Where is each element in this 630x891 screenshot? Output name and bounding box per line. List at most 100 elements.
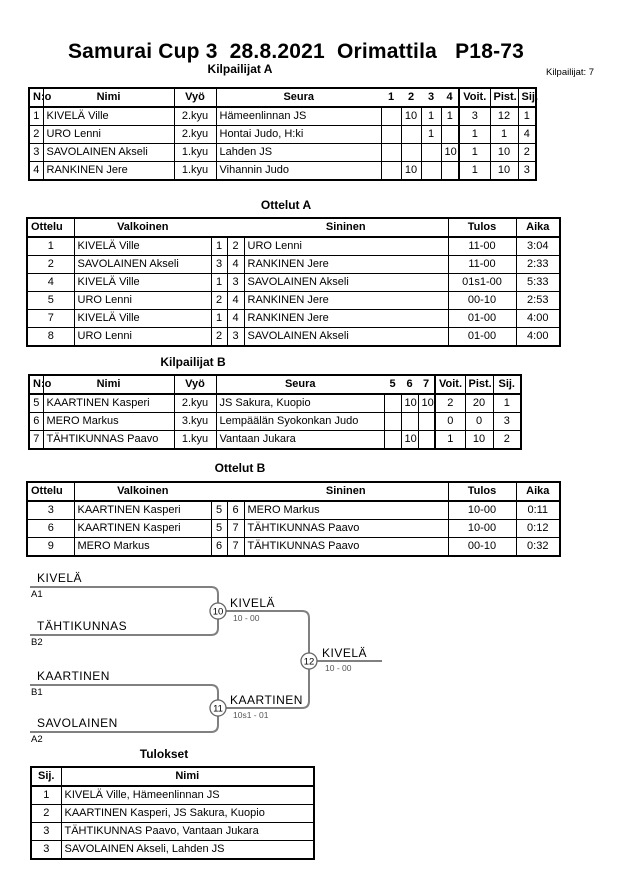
- bracket-entry-name: KIVELÄ: [37, 571, 82, 585]
- cell-voit: 1: [458, 161, 491, 181]
- table-row: 8 URO Lenni 2 3 SAVOLAINEN Akseli 01-00 …: [26, 327, 561, 347]
- bracket-score: 10 - 00: [233, 613, 260, 623]
- cell-tulos: 11-00: [447, 236, 517, 256]
- cell-no: 4: [28, 161, 44, 181]
- cell-blue-no: 4: [226, 291, 245, 310]
- cell-sij: 3: [30, 840, 62, 860]
- cell-white-no: 6: [210, 537, 228, 557]
- cell-m2: [400, 125, 422, 144]
- table-row: 1 KIVELÄ Ville 1 2 URO Lenni 11-00 3:04: [26, 236, 561, 256]
- cell-m5: [383, 393, 402, 413]
- table-row: 2 SAVOLAINEN Akseli 3 4 RANKINEN Jere 11…: [26, 255, 561, 274]
- cell-white: KIVELÄ Ville: [73, 236, 212, 256]
- header-row: N:o Nimi Vyö Seura 1 2 3 4 Voit. Pist. S…: [28, 87, 538, 108]
- cell-blue: RANKINEN Jere: [243, 255, 449, 274]
- col-header-blue-no: [227, 217, 244, 238]
- bracket-winner-name: KIVELÄ: [322, 646, 367, 660]
- cell-white: KAARTINEN Kasperi: [73, 519, 212, 538]
- cell-nimi: SAVOLAINEN Akseli, Lahden JS: [60, 840, 315, 860]
- cell-aika: 0:12: [515, 519, 561, 538]
- cell-white: MERO Markus: [73, 537, 212, 557]
- cell-pist: 12: [489, 106, 519, 126]
- cell-tulos: 00-10: [447, 291, 517, 310]
- col-header-sininen: Sininen: [244, 481, 449, 502]
- table-row: 9 MERO Markus 6 7 TÄHTIKUNNAS Paavo 00-1…: [26, 537, 561, 557]
- cell-white: KIVELÄ Ville: [73, 273, 212, 292]
- table-row: 5 URO Lenni 2 4 RANKINEN Jere 00-10 2:53: [26, 291, 561, 310]
- tulokset-table: Sij. Nimi 1 KIVELÄ Ville, Hämeenlinnan J…: [30, 766, 315, 860]
- col-header-nimi: Nimi: [60, 766, 315, 787]
- cell-nimi: KAARTINEN Kasperi: [42, 393, 175, 413]
- cell-white-no: 1: [210, 309, 228, 328]
- col-header-blue-no: [227, 481, 244, 502]
- match-circle-semi2: [209, 699, 227, 717]
- cell-m1: [380, 125, 402, 144]
- bracket-winner-name: KIVELÄ: [230, 596, 275, 610]
- cell-white-no: 1: [210, 273, 228, 292]
- cell-sij: 2: [30, 804, 62, 823]
- cell-m6: [400, 412, 419, 431]
- cell-sij: 3: [30, 822, 62, 841]
- cell-match-no: 6: [26, 519, 75, 538]
- cell-tulos: 01-00: [447, 327, 517, 347]
- col-header-m3: 3: [421, 87, 441, 108]
- cell-m4: 1: [440, 106, 460, 126]
- bracket-entry-name: TÄHTIKUNNAS: [37, 619, 127, 633]
- ottelut-a-table: Ottelu Valkoinen Sininen Tulos Aika 1 KI…: [26, 217, 561, 347]
- col-header-vyo: Vyö: [173, 374, 217, 395]
- table-row: 3 SAVOLAINEN Akseli 1.kyu Lahden JS 10 1…: [28, 143, 537, 162]
- bracket-semi1-winner-line: [226, 610, 310, 653]
- bracket-entry-seed: B2: [31, 637, 43, 648]
- table-row: 2 KAARTINEN Kasperi, JS Sakura, Kuopio: [30, 804, 315, 823]
- page-title: Samurai Cup 3 28.8.2021 Orimattila P18-7…: [67, 40, 525, 63]
- cell-m1: [380, 143, 402, 162]
- cell-m7: [417, 412, 436, 431]
- cell-voit: 2: [434, 393, 466, 413]
- match-circle-final: [300, 652, 318, 670]
- cell-seura: Vihannin Judo: [215, 161, 382, 181]
- section-title-ottelut-b: Ottelut B: [214, 461, 266, 475]
- cell-white: KIVELÄ Ville: [73, 309, 212, 328]
- cell-blue: SAVOLAINEN Akseli: [243, 273, 449, 292]
- match-number: 10: [213, 607, 224, 618]
- col-header-pist: Pist.: [464, 374, 494, 395]
- table-row: 6 MERO Markus 3.kyu Lempäälän Syokonkan …: [28, 412, 522, 431]
- cell-nimi: SAVOLAINEN Akseli: [42, 143, 175, 162]
- cell-sij: 3: [492, 412, 522, 431]
- header-row: Sij. Nimi: [30, 766, 315, 787]
- section-title-ottelut-a: Ottelut A: [260, 198, 312, 212]
- col-header-aika: Aika: [515, 217, 561, 238]
- bracket-score: 10s1 - 01: [233, 710, 269, 720]
- col-header-valkoinen: Valkoinen: [73, 217, 211, 238]
- cell-blue: MERO Markus: [243, 500, 449, 520]
- cell-pist: 10: [489, 143, 519, 162]
- cell-sij: 4: [517, 125, 537, 144]
- col-header-tulos: Tulos: [447, 481, 517, 502]
- cell-m4: 10: [440, 143, 460, 162]
- col-header-ottelu: Ottelu: [26, 481, 75, 502]
- cell-match-no: 9: [26, 537, 75, 557]
- match-circle-semi1: [209, 602, 227, 620]
- cell-white-no: 2: [210, 327, 228, 347]
- cell-pist: 1: [489, 125, 519, 144]
- cell-sij: 2: [492, 430, 522, 450]
- table-row: 1 KIVELÄ Ville 2.kyu Hämeenlinnan JS 10 …: [28, 106, 537, 126]
- cell-no: 6: [28, 412, 44, 431]
- col-header-voit: Voit.: [434, 374, 466, 395]
- cell-m4: [440, 161, 460, 181]
- cell-white-no: 5: [210, 519, 228, 538]
- cell-blue: RANKINEN Jere: [243, 309, 449, 328]
- col-header-no: N:o: [28, 374, 51, 395]
- table-row: 1 KIVELÄ Ville, Hämeenlinnan JS: [30, 785, 315, 805]
- bracket-entry-name: KAARTINEN: [37, 669, 110, 683]
- table-row: 3 KAARTINEN Kasperi 5 6 MERO Markus 10-0…: [26, 500, 561, 520]
- cell-m6: 10: [400, 393, 419, 413]
- cell-blue: RANKINEN Jere: [243, 291, 449, 310]
- col-header-white-no: [211, 217, 227, 238]
- cell-m2: 10: [400, 106, 422, 126]
- table-row: 3 SAVOLAINEN Akseli, Lahden JS: [30, 840, 315, 860]
- cell-nimi: MERO Markus: [42, 412, 175, 431]
- cell-white-no: 1: [210, 236, 228, 256]
- cell-voit: 1: [434, 430, 466, 450]
- cell-voit: 3: [458, 106, 491, 126]
